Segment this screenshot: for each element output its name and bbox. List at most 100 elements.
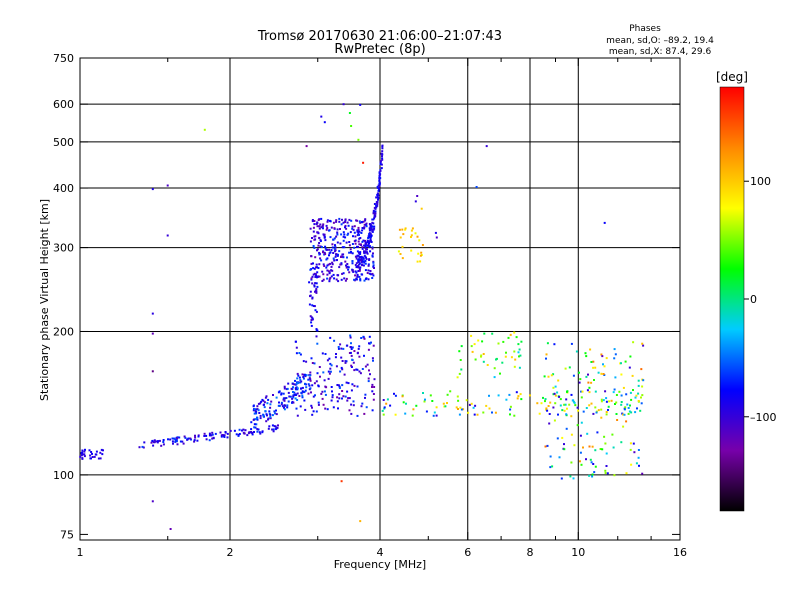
data-point-Es-ramp bbox=[291, 382, 294, 385]
data-point-Es-ramp bbox=[265, 420, 268, 423]
data-point-E-region-trace bbox=[141, 445, 144, 448]
data-point-F-layer-cluster bbox=[321, 270, 324, 273]
data-point-F-layer-cluster bbox=[344, 221, 347, 223]
data-point-F-rise bbox=[375, 206, 378, 209]
data-point-F1-spread bbox=[296, 372, 299, 375]
data-point-mid-scatter bbox=[517, 351, 520, 354]
data-point-F-rise bbox=[367, 244, 369, 247]
data-point-E-region-trace bbox=[211, 431, 214, 434]
data-point-F-rise bbox=[378, 182, 381, 185]
data-point-F-layer-cluster bbox=[346, 256, 348, 259]
data-point-high-freq-spread bbox=[588, 386, 591, 389]
data-point-high-freq-spread bbox=[630, 463, 633, 466]
data-point-F-layer-cluster bbox=[372, 274, 375, 277]
data-point-F-layer-cluster bbox=[313, 246, 316, 249]
data-point-F1-spread bbox=[332, 406, 335, 409]
data-point-high-freq-spread bbox=[576, 406, 579, 409]
data-point-Es-ramp bbox=[267, 398, 270, 401]
data-point-E-region-trace bbox=[248, 431, 251, 434]
data-point-F1-spread bbox=[350, 403, 353, 406]
data-point-F-layer-cluster bbox=[340, 256, 342, 258]
data-point-isolated bbox=[151, 332, 154, 335]
data-point-Es-ramp bbox=[281, 405, 284, 408]
data-point-F-rise bbox=[363, 250, 365, 253]
data-point-high-freq-spread bbox=[568, 366, 571, 369]
data-point-Es-ramp bbox=[301, 394, 304, 397]
data-point-F-layer-cluster bbox=[371, 272, 374, 275]
data-point-high-freq-spread bbox=[620, 403, 623, 406]
data-point-high-freq-echoes bbox=[540, 402, 543, 405]
data-point-F1-spread bbox=[373, 386, 376, 388]
data-point-F1-spread bbox=[311, 362, 314, 364]
data-point-F-layer-cluster bbox=[318, 263, 321, 266]
data-point-mid-scatter bbox=[513, 331, 516, 334]
data-point-F-layer-cluster bbox=[334, 249, 337, 252]
data-point-mid-scatter bbox=[460, 345, 463, 348]
x-tick-label: 8 bbox=[527, 546, 534, 559]
data-point-F1-spread bbox=[304, 383, 306, 385]
data-point-F-layer-cluster bbox=[326, 273, 329, 276]
data-point-high-freq-echoes bbox=[637, 400, 640, 402]
data-point-F-layer-cluster bbox=[342, 272, 345, 275]
data-point-F-layer-cluster bbox=[322, 227, 324, 230]
data-point-F1-spread bbox=[307, 392, 310, 395]
data-point-mid-scatter bbox=[513, 350, 516, 353]
data-point-F-layer-cluster bbox=[312, 262, 314, 265]
data-point-F1-spread bbox=[353, 369, 356, 372]
data-point-F-layer-cluster bbox=[335, 220, 338, 223]
data-point-F-layer-cluster bbox=[357, 246, 360, 248]
data-point-F-layer-cluster bbox=[332, 273, 335, 276]
data-point-E-region-trace bbox=[186, 438, 189, 441]
data-point-E-region-trace bbox=[197, 434, 200, 437]
data-point-Es-ramp bbox=[283, 408, 286, 411]
data-point-high-freq-spread bbox=[635, 462, 638, 465]
data-point-high-freq-spread bbox=[570, 415, 573, 418]
data-point-F-layer-cluster bbox=[312, 226, 315, 229]
data-point-high-freq-echoes bbox=[415, 404, 418, 407]
data-point-F-rise bbox=[380, 152, 383, 155]
data-point-F1-spread bbox=[358, 370, 361, 373]
data-point-isolated bbox=[359, 520, 362, 523]
data-point-E-region-trace bbox=[173, 437, 176, 440]
data-point-isolated bbox=[362, 161, 365, 164]
data-point-Es-ramp bbox=[296, 399, 299, 401]
data-point-F1-spread bbox=[339, 343, 342, 346]
data-point-high-freq-echoes bbox=[572, 400, 575, 403]
data-point-E-region-trace bbox=[241, 429, 243, 432]
data-point-high-freq-spread bbox=[592, 463, 595, 465]
data-point-isolated bbox=[151, 500, 154, 503]
data-point-F-rise bbox=[381, 147, 384, 150]
data-point-F1-spread bbox=[372, 359, 374, 362]
data-point-F-layer-cluster bbox=[344, 236, 347, 239]
data-point-ground-band bbox=[81, 457, 84, 460]
data-point-F1-spread bbox=[344, 395, 347, 398]
data-point-high-freq-spread bbox=[641, 472, 644, 475]
data-point-isolated bbox=[203, 128, 206, 131]
data-point-high-freq-spread bbox=[596, 431, 599, 434]
data-point-high-freq-echoes bbox=[393, 392, 395, 395]
data-point-F-cutoff-column bbox=[310, 321, 313, 324]
data-point-F-layer-cluster bbox=[371, 247, 374, 250]
data-point-F-layer-cluster bbox=[333, 277, 336, 280]
data-point-Es-ramp bbox=[263, 401, 266, 404]
data-point-E-region-trace bbox=[277, 424, 279, 427]
data-point-high-freq-spread bbox=[588, 445, 591, 448]
data-point-F-layer-cluster bbox=[372, 252, 374, 255]
x-tick-label: 2 bbox=[227, 546, 234, 559]
data-point-Es-ramp bbox=[280, 401, 283, 404]
data-point-F1-spread bbox=[361, 402, 364, 405]
data-point-high-freq-spread bbox=[564, 403, 567, 406]
data-point-F-layer-cluster bbox=[319, 257, 322, 260]
data-point-F-layer-cluster bbox=[354, 239, 357, 242]
data-point-high-freq-echoes bbox=[517, 395, 520, 398]
data-point-F-layer-cluster bbox=[348, 241, 351, 243]
data-point-E-region-trace bbox=[155, 440, 158, 443]
data-point-high-freq-spread bbox=[601, 355, 604, 358]
data-point-Es-ramp bbox=[294, 387, 297, 390]
data-point-F-rise bbox=[360, 258, 363, 261]
y-tick-label: 300 bbox=[53, 242, 74, 255]
data-point-F1-spread bbox=[304, 408, 307, 411]
data-point-F1-spread bbox=[303, 391, 306, 393]
data-point-isolated bbox=[435, 236, 438, 239]
data-point-F-layer-cluster bbox=[330, 275, 333, 278]
